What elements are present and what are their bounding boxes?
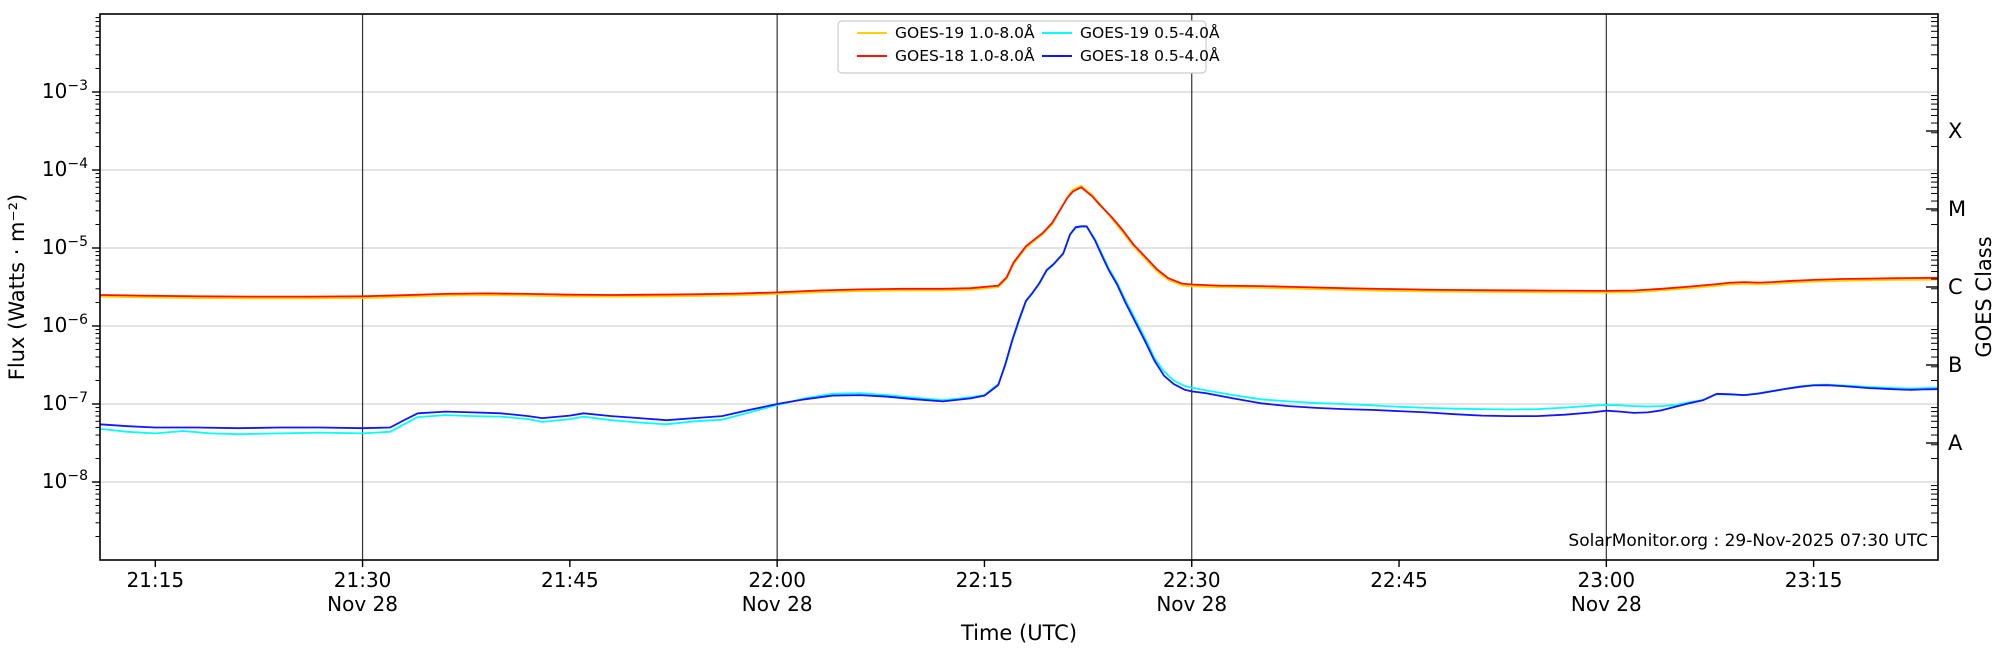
y-tick-exponent: −6: [67, 312, 88, 328]
legend-label: GOES-19 1.0-8.0Å: [895, 23, 1035, 42]
y-tick-exponent: −4: [67, 156, 88, 172]
y-tick-exponent: −8: [67, 468, 88, 484]
y-tick-base: 10: [42, 235, 67, 259]
x-tick-label: 22:15: [956, 568, 1014, 592]
goes-class-letter: A: [1948, 431, 1963, 455]
series-GOES-19 1.0-8.0A: [100, 184, 1938, 300]
legend-box: [837, 20, 1207, 74]
x-tick-label: 22:00: [748, 568, 806, 592]
goes-class-letter: C: [1948, 275, 1963, 299]
y-axis-title: Flux (Watts · m⁻²): [5, 194, 29, 380]
y-tick-label: 10−7: [42, 390, 88, 415]
series-GOES-18 0.5-4.0A: [100, 225, 1938, 430]
y-tick-exponent: −3: [67, 78, 88, 94]
legend-label: GOES-18 0.5-4.0Å: [1080, 46, 1220, 65]
y-tick-base: 10: [42, 79, 67, 103]
legend-label: GOES-19 0.5-4.0Å: [1080, 23, 1220, 42]
x-tick-label: 23:00: [1578, 568, 1636, 592]
goes-class-letter: B: [1948, 353, 1962, 377]
goes-class-letter: M: [1948, 197, 1966, 221]
credit-text: SolarMonitor.org : 29-Nov-2025 07:30 UTC: [1568, 531, 1928, 551]
right-axis-title: GOES Class: [1972, 236, 1996, 357]
y-tick-base: 10: [42, 157, 67, 181]
y-tick-label: 10−3: [42, 78, 88, 103]
series-GOES-18 1.0-8.0A: [100, 186, 1938, 298]
x-tick-label: 21:15: [126, 568, 184, 592]
legend: GOES-19 1.0-8.0Å GOES-18 1.0-8.0Å GOES-19 …: [837, 20, 1220, 74]
y-tick-label: 10−6: [42, 312, 88, 337]
x-tick-label: 23:15: [1785, 568, 1843, 592]
x-tick-label: 22:45: [1370, 568, 1428, 592]
y-tick-exponent: −7: [67, 390, 88, 406]
x-date-label: Nov 28: [742, 592, 813, 616]
x-date-label: Nov 28: [327, 592, 398, 616]
y-tick-base: 10: [42, 391, 67, 415]
goes-class-letter: X: [1948, 119, 1962, 143]
plot-border: [99, 13, 1939, 561]
y-tick-base: 10: [42, 469, 67, 493]
y-tick-base: 10: [42, 313, 67, 337]
series-group: [100, 184, 1938, 436]
x-tick-label: 22:30: [1163, 568, 1221, 592]
legend-label: GOES-18 1.0-8.0Å: [895, 46, 1035, 65]
x-tick-label: 21:45: [541, 568, 599, 592]
y-tick-label: 10−8: [42, 468, 88, 493]
y-tick-label: 10−5: [42, 234, 88, 259]
x-tick-label: 21:30: [334, 568, 392, 592]
x-date-label: Nov 28: [1571, 592, 1642, 616]
y-tick-exponent: −5: [67, 234, 88, 250]
x-date-label: Nov 28: [1156, 592, 1227, 616]
y-tick-label: 10−4: [42, 156, 88, 181]
x-axis-title: Time (UTC): [960, 621, 1077, 645]
